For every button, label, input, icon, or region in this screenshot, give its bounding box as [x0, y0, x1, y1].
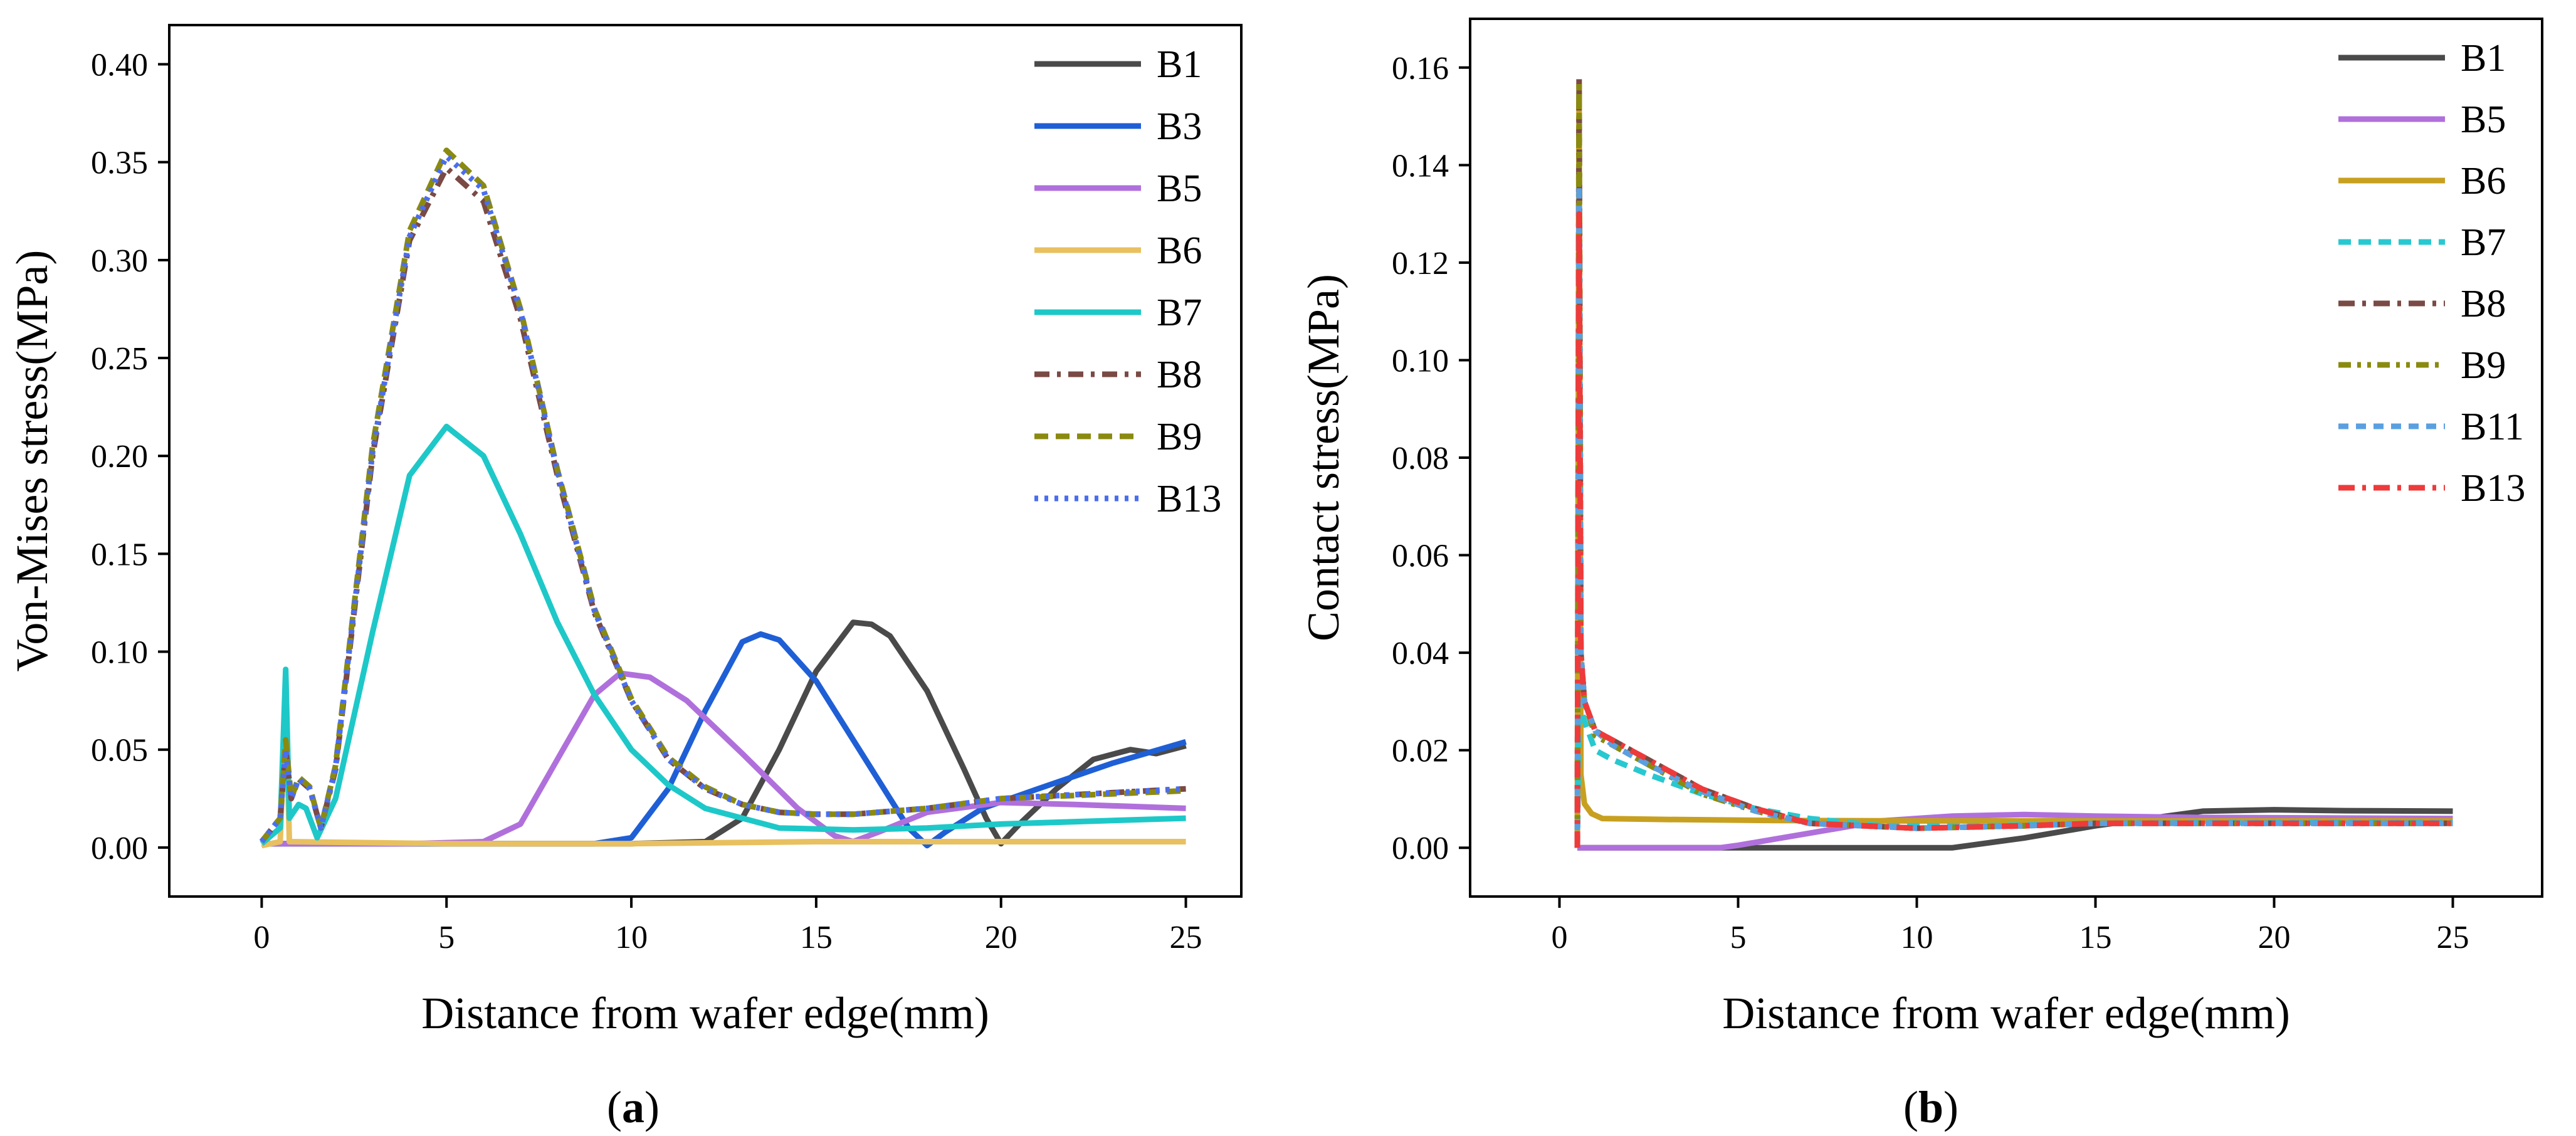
series-line-b-b13: [1574, 211, 2453, 848]
x-tick-label-b: 25: [2437, 920, 2469, 955]
y-tick-label-b: 0.12: [1392, 246, 1449, 281]
legend-a: B1 B3 B5 B6 B7 B8 B9 B13: [1034, 43, 1221, 520]
y-tick-label-a: 0.15: [91, 537, 148, 572]
legend-label-b-b9: B9: [2461, 344, 2506, 387]
x-tick-label-a: 0: [253, 920, 270, 955]
y-tick-label-a: 0.30: [91, 243, 148, 279]
panel-label-b: (b): [1903, 1082, 1958, 1132]
x-tick-label-b: 10: [1901, 920, 1933, 955]
legend-label-b-b8: B8: [2461, 283, 2506, 325]
legend-label-b-b6: B6: [2461, 160, 2506, 202]
y-tick-label-b: 0.04: [1392, 636, 1449, 671]
x-tick-label-a: 5: [438, 920, 455, 955]
y-tick-label-b: 0.02: [1392, 734, 1449, 769]
x-tick-label-b: 15: [2079, 920, 2112, 955]
legend-label-a-b13: B13: [1157, 478, 1221, 520]
legend-label-a-b5: B5: [1157, 167, 1202, 210]
y-tick-label-b: 0.08: [1392, 441, 1449, 476]
y-axis-title-a: Von-Mises stress(MPa): [7, 250, 57, 672]
series-line-a-b3: [261, 631, 1187, 849]
y-axis-title-b: Contact stress(MPa): [1298, 274, 1348, 641]
x-tick-label-b: 20: [2258, 920, 2291, 955]
panel-b: 0 5 10 15 20 25 0.00 0.02 0.04 0.06 0.08 0.10 0.12 0.…: [1298, 18, 2543, 1038]
legend-label-a-b1: B1: [1157, 43, 1202, 86]
y-tick-label-b: 0.06: [1392, 539, 1449, 574]
x-tick-label-b: 5: [1730, 920, 1747, 955]
series-line-a-b13: [259, 153, 1186, 844]
legend-label-a-b6: B6: [1157, 229, 1202, 272]
series-line-b-b9: [1574, 79, 2453, 848]
y-tick-label-b: 0.00: [1392, 831, 1449, 866]
y-tick-label-a: 0.05: [91, 733, 148, 769]
series-line-a-b5: [261, 670, 1186, 847]
x-tick-label-a: 20: [985, 920, 1017, 955]
legend-label-b-b7: B7: [2461, 221, 2506, 264]
legend-label-a-b7: B7: [1157, 292, 1202, 334]
legend-label-a-b3: B3: [1157, 105, 1202, 148]
x-tick-label-a: 25: [1170, 920, 1202, 955]
y-tick-label-a: 0.25: [91, 341, 148, 377]
y-tick-label-a: 0.00: [91, 831, 148, 866]
x-axis-title-b: Distance from wafer edge(mm): [1722, 988, 2290, 1038]
y-tick-label-b: 0.10: [1392, 343, 1449, 379]
x-tick-label-b: 0: [1552, 920, 1568, 955]
panel-label-a: (a): [607, 1082, 660, 1132]
legend-label-b-b11: B11: [2461, 406, 2524, 448]
x-axis-title-a: Distance from wafer edge(mm): [421, 988, 989, 1038]
series-line-b-b6: [1574, 89, 2453, 848]
legend-label-b-b5: B5: [2461, 98, 2506, 141]
series-line-b-b8: [1574, 74, 2453, 848]
panel-a: 0 5 10 15 20 25 0.00 0.05 0.10 0.15 0.20 0.25 0.30 0.…: [7, 24, 1243, 1038]
y-tick-label-a: 0.20: [91, 439, 148, 475]
plot-frame-a: [168, 24, 1243, 898]
legend-label-b-b1: B1: [2461, 37, 2506, 80]
x-tick-label-a: 15: [800, 920, 833, 955]
legend-label-a-b9: B9: [1157, 416, 1202, 458]
x-tick-label-a: 10: [615, 920, 648, 955]
legend-label-b-b13: B13: [2461, 467, 2525, 510]
y-tick-label-a: 0.10: [91, 635, 148, 671]
legend-label-a-b8: B8: [1157, 354, 1202, 396]
series-line-a-b7: [260, 423, 1186, 846]
y-tick-label-b: 0.16: [1392, 51, 1449, 87]
y-tick-label-a: 0.40: [91, 47, 148, 83]
legend-b: B1 B5 B6 B7 B8 B9 B11 B13: [2338, 37, 2525, 510]
y-tick-label-a: 0.35: [91, 145, 148, 181]
y-tick-label-b: 0.14: [1392, 148, 1449, 184]
series-line-b-b11: [1574, 181, 2453, 848]
plot-frame-b: [1469, 18, 2543, 898]
